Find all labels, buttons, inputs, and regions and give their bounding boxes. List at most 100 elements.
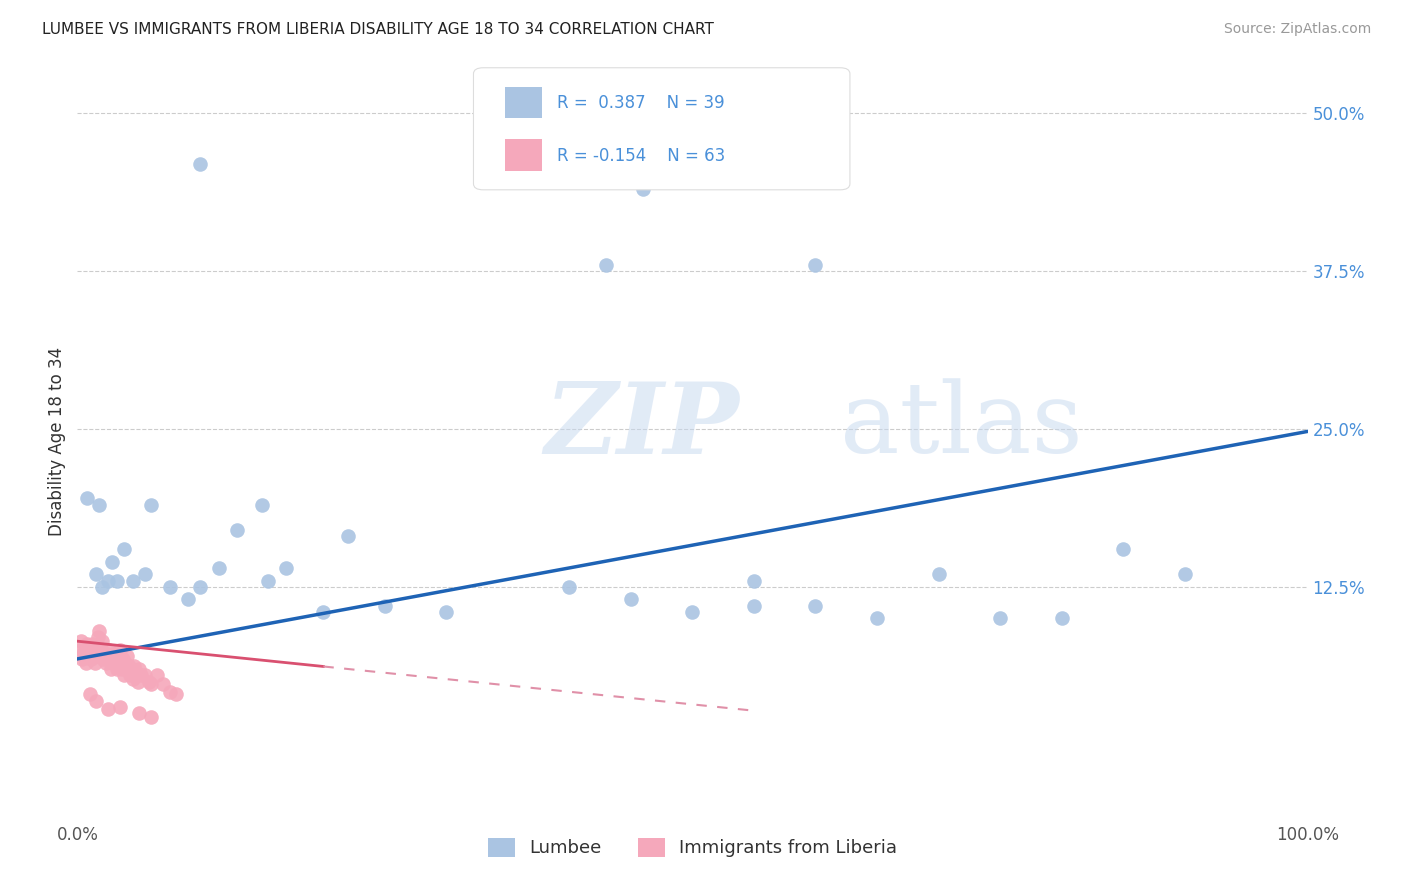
Point (988, 611, 1011, 625)
Point (804, 599, 827, 613)
Point (101, 652, 124, 666)
Point (86, 649, 108, 664)
Point (79, 687, 101, 701)
Y-axis label: Disability Age 18 to 34: Disability Age 18 to 34 (48, 347, 66, 536)
Point (742, 599, 765, 613)
Point (165, 687, 187, 701)
Point (121, 662, 143, 676)
Point (107, 647, 129, 661)
Point (159, 685, 181, 699)
Point (121, 574, 143, 588)
Point (101, 555, 124, 569)
Point (90, 634, 114, 648)
Point (436, 605, 458, 619)
Point (97, 652, 120, 666)
Point (84, 639, 107, 653)
Point (177, 592, 200, 607)
Point (120, 668, 142, 682)
Text: R = -0.154    N = 63: R = -0.154 N = 63 (557, 146, 725, 164)
Point (1174, 567, 1197, 582)
Point (276, 561, 298, 575)
Point (112, 541, 135, 556)
Text: LUMBEE VS IMMIGRANTS FROM LIBERIA DISABILITY AGE 18 TO 34 CORRELATION CHART: LUMBEE VS IMMIGRANTS FROM LIBERIA DISABI… (42, 22, 714, 37)
Point (82, 647, 104, 661)
Point (84, 693, 107, 707)
Point (159, 580, 181, 594)
Point (96, 647, 118, 661)
Point (620, 592, 643, 607)
Text: Source: ZipAtlas.com: Source: ZipAtlas.com (1223, 22, 1371, 37)
Point (93, 646, 115, 660)
Point (101, 647, 124, 661)
Point (125, 665, 148, 679)
Point (104, 649, 127, 664)
Point (141, 710, 163, 724)
Point (83, 656, 105, 670)
Point (374, 599, 396, 613)
Point (72, 647, 94, 661)
Point (118, 659, 141, 673)
Point (1112, 541, 1135, 556)
Point (558, 580, 581, 594)
Point (91, 652, 114, 666)
Point (1050, 611, 1073, 625)
Point (70, 652, 93, 666)
Point (188, 580, 212, 594)
Point (94, 656, 117, 670)
Point (682, 605, 704, 619)
Point (141, 498, 163, 512)
Point (82, 637, 104, 651)
Point (804, 258, 827, 272)
Point (89, 624, 111, 639)
Point (98, 643, 121, 657)
Point (128, 706, 150, 721)
Point (928, 567, 950, 582)
Text: atlas: atlas (841, 378, 1083, 475)
Point (77, 649, 100, 664)
Point (141, 677, 163, 691)
Point (90, 580, 114, 594)
Point (208, 561, 231, 575)
Point (122, 659, 145, 673)
Point (111, 652, 134, 666)
Point (97, 702, 120, 716)
Point (129, 668, 153, 682)
Point (79, 643, 101, 657)
Point (97, 574, 120, 588)
Point (84, 567, 107, 582)
Point (87, 631, 110, 645)
Point (108, 656, 131, 670)
Point (257, 574, 280, 588)
Point (69, 643, 91, 657)
Point (90, 643, 112, 657)
Point (134, 567, 156, 582)
Point (75, 656, 97, 670)
Point (111, 662, 132, 676)
Point (105, 662, 128, 676)
Point (110, 643, 132, 657)
Point (595, 258, 617, 272)
Point (112, 668, 135, 682)
Point (188, 156, 212, 170)
Point (128, 662, 150, 676)
Point (117, 662, 139, 676)
Point (124, 668, 146, 682)
Point (152, 677, 174, 691)
Point (312, 605, 335, 619)
Point (89, 498, 111, 512)
Legend: Lumbee, Immigrants from Liberia: Lumbee, Immigrants from Liberia (481, 830, 904, 864)
FancyBboxPatch shape (474, 68, 851, 190)
Point (337, 529, 360, 543)
Bar (506, 87, 543, 118)
Point (100, 662, 122, 676)
Point (121, 672, 143, 686)
Point (866, 611, 889, 625)
Text: ZIP: ZIP (546, 378, 740, 475)
Point (103, 656, 125, 670)
Bar (506, 139, 543, 170)
Point (138, 674, 160, 689)
Point (114, 656, 136, 670)
Point (146, 668, 169, 682)
Point (127, 674, 149, 689)
Text: R =  0.387    N = 39: R = 0.387 N = 39 (557, 94, 724, 112)
